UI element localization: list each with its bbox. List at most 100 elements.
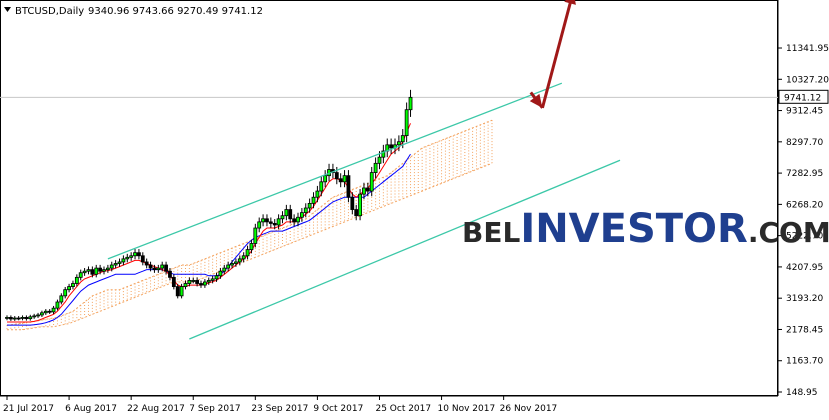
candle-body — [276, 218, 281, 226]
cloud-span-a — [6, 119, 493, 326]
x-tick-label: 26 Nov 2017 — [500, 404, 558, 414]
candle-body — [280, 215, 285, 220]
candle-body — [358, 193, 362, 217]
trend-channel — [107, 82, 621, 340]
watermark-part-2: INVESTOR — [520, 206, 748, 252]
watermark-part-3: .COM — [748, 216, 829, 249]
y-tick-label: 148.95 — [786, 388, 818, 398]
candle-body — [404, 109, 409, 136]
candle-body — [5, 317, 9, 319]
candle-body — [350, 196, 355, 210]
candle-body — [373, 162, 378, 173]
candle-body — [144, 261, 149, 266]
candle-body — [78, 272, 83, 278]
candle-body — [354, 209, 359, 217]
candle-body — [288, 209, 293, 220]
candle-body — [261, 218, 265, 223]
forecast-arrow-rally — [540, 0, 573, 109]
y-tick-label: 2178.45 — [786, 325, 823, 335]
candle-body — [202, 281, 207, 286]
x-tick-label: 23 Sep 2017 — [251, 404, 308, 414]
candle-body — [47, 310, 52, 313]
candle-body — [20, 317, 25, 319]
candle-body — [342, 175, 347, 183]
candle-body — [160, 264, 165, 269]
candle-body — [218, 270, 223, 277]
candle-body — [164, 264, 168, 272]
forecast-arrow-rally-head — [564, 0, 576, 5]
candle-body — [113, 263, 118, 266]
candle-body — [396, 141, 401, 146]
x-tick-label: 10 Nov 2017 — [438, 404, 496, 414]
candle-body — [296, 216, 300, 223]
y-tick-label: 5222.70 — [786, 232, 823, 242]
candle-body — [59, 295, 64, 303]
x-tick-label: 9 Oct 2017 — [313, 404, 363, 414]
candle-body — [299, 212, 304, 218]
candle-body — [105, 267, 110, 271]
x-tick-label: 25 Oct 2017 — [375, 404, 431, 414]
candle-body — [245, 249, 250, 257]
candle-body — [67, 286, 71, 291]
candle-body — [109, 264, 114, 269]
candle-body — [148, 264, 153, 269]
y-tick-label: 11341.95 — [786, 44, 829, 54]
candle-body — [183, 283, 188, 287]
candle-body — [311, 196, 316, 204]
channel-lower-line — [189, 159, 621, 340]
candle-body — [168, 270, 172, 278]
candle-body — [319, 181, 324, 192]
candle-body — [323, 175, 328, 183]
y-tick-label: 1163.70 — [786, 357, 823, 367]
candle-body — [86, 269, 91, 272]
candle-body — [28, 316, 33, 320]
candle-body — [268, 221, 273, 224]
y-tick-label: 8297.70 — [786, 138, 823, 148]
candle-body — [140, 255, 145, 263]
candle-body — [102, 269, 106, 272]
y-tick-label: 7282.95 — [786, 169, 823, 179]
candle-body — [389, 144, 394, 149]
candles — [5, 89, 413, 321]
candle-body — [334, 172, 339, 180]
candle-body — [400, 135, 405, 143]
candle-body — [24, 317, 29, 320]
candle-body — [156, 267, 161, 271]
kijun-sen-line — [7, 153, 411, 326]
candle-body — [171, 276, 176, 287]
watermark-part-1: BEL — [462, 216, 520, 249]
forecast-arrow-pullback-head — [529, 93, 543, 108]
candle-body — [226, 264, 231, 269]
candle-body — [206, 280, 211, 283]
candle-body — [265, 218, 269, 223]
candle-body — [121, 258, 126, 263]
candle-body — [253, 227, 258, 244]
y-axis-ticks: 11341.95 10327.20 9312.45 8297.70 7282.95 626… — [778, 44, 829, 398]
candle-body — [346, 175, 351, 198]
candle-body — [55, 301, 60, 309]
candle-body — [16, 317, 21, 320]
x-tick-label: 7 Sep 2017 — [189, 404, 240, 414]
y-tick-label: 10327.20 — [786, 75, 829, 85]
x-tick-label: 21 Jul 2017 — [3, 404, 54, 414]
candle-body — [237, 258, 242, 263]
candle-body — [284, 209, 289, 217]
symbol-dropdown-icon[interactable] — [4, 7, 11, 12]
candle-body — [362, 187, 366, 195]
y-tick-label: 9312.45 — [786, 107, 823, 117]
candle-body — [63, 289, 68, 297]
candle-body — [43, 310, 48, 314]
current-price-text: 9741.12 — [784, 93, 821, 103]
candle-body — [222, 267, 227, 272]
candle-body — [117, 261, 122, 264]
candle-body — [191, 280, 196, 282]
candle-body — [51, 307, 56, 313]
candle-body — [369, 172, 374, 192]
candle-body — [338, 178, 343, 183]
candle-body — [94, 267, 99, 275]
candle-body — [257, 221, 262, 229]
candle-body — [40, 312, 44, 316]
candle-body — [133, 252, 137, 257]
candle-body — [129, 255, 134, 258]
candle-body — [292, 218, 297, 223]
